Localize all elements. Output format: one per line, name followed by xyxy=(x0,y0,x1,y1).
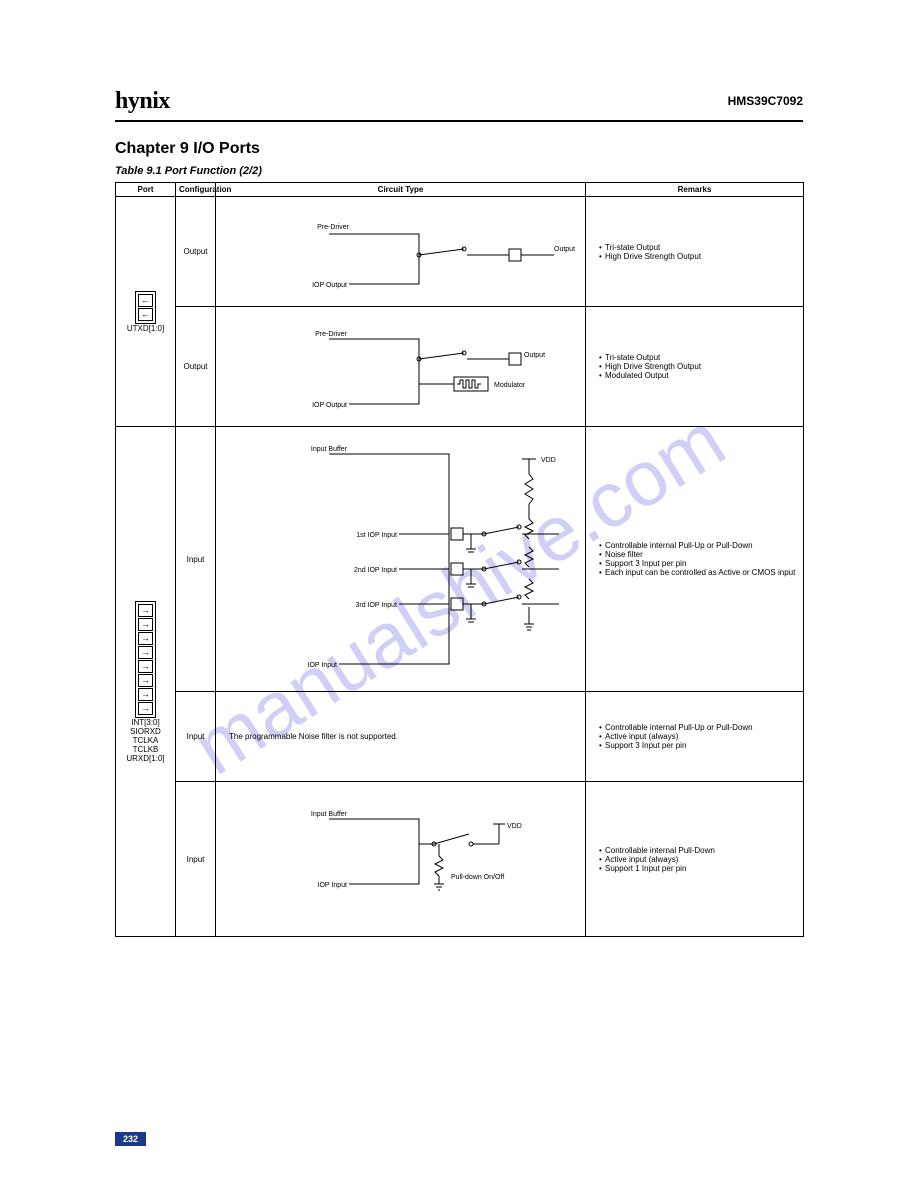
label: 2nd IOP Input xyxy=(354,567,397,574)
remark-item: Noise filter xyxy=(599,550,800,559)
remark-item: Support 3 Input per pin xyxy=(599,741,800,750)
remarks-cell: Controllable internal Pull-Down Active i… xyxy=(586,782,804,937)
port-label: TCLKB xyxy=(133,745,159,754)
circuit-single-output: Pre-Driver Output IOP Output xyxy=(219,199,579,304)
circuit-cell: Pre-Driver Output IOP Output Modulator xyxy=(216,307,586,427)
table-row: Input The programmable Noise filter is n… xyxy=(116,692,804,782)
col-remarks: Remarks xyxy=(586,183,804,197)
conf-cell: Input xyxy=(176,782,216,937)
label: Input Buffer xyxy=(311,446,348,453)
chapter-title: Chapter 9 I/O Ports xyxy=(115,140,260,158)
label: IOP Input xyxy=(308,662,338,669)
arrow-right-icon xyxy=(141,634,150,643)
port-cell: UTXD[1:0] xyxy=(116,197,176,427)
conf-cell: Input xyxy=(176,427,216,692)
circuit-cell: The programmable Noise filter is not sup… xyxy=(216,692,586,782)
header-rule xyxy=(115,120,803,122)
label: IOP Output xyxy=(312,402,347,409)
port-symbol-arrows-right xyxy=(135,601,156,718)
circuit-cell: Pre-Driver Output IOP Output xyxy=(216,197,586,307)
circuit-cell: Input Buffer IOP Input VDD Pull-down On/… xyxy=(216,782,586,937)
circuit-pulldown-input: Input Buffer IOP Input VDD Pull-down On/… xyxy=(219,784,579,934)
remark-item: Tri-state Output xyxy=(599,353,800,362)
conf-cell: Output xyxy=(176,307,216,427)
port-label: SIORXD xyxy=(130,727,161,736)
label: Input Buffer xyxy=(311,811,348,818)
remarks-cell: Tri-state Output High Drive Strength Out… xyxy=(586,197,804,307)
label: Pre-Driver xyxy=(315,331,348,338)
label: VDD xyxy=(541,457,556,464)
remark-item: Modulated Output xyxy=(599,371,800,380)
table-header-row: Port Configuration Circuit Type Remarks xyxy=(116,183,804,197)
arrow-right-icon xyxy=(141,662,150,671)
arrow-right-icon xyxy=(141,704,150,713)
remark-item: Support 3 Input per pin xyxy=(599,559,800,568)
col-port: Port xyxy=(116,183,176,197)
label: IOP Input xyxy=(318,882,348,889)
arrow-right-icon xyxy=(141,648,150,657)
conf-cell: Input xyxy=(176,692,216,782)
col-type: Circuit Type xyxy=(216,183,586,197)
label: VDD xyxy=(507,823,522,830)
port-cell: INT[3:0] SIORXD TCLKA TCLKB URXD[1:0] xyxy=(116,427,176,937)
arrow-right-icon xyxy=(141,620,150,629)
arrow-left-icon xyxy=(141,296,150,305)
col-conf: Configuration xyxy=(176,183,216,197)
label: Output xyxy=(554,246,575,253)
label: 1st IOP Input xyxy=(356,532,397,539)
table-subtitle: Table 9.1 Port Function (2/2) xyxy=(115,165,262,177)
remark-item: Controllable internal Pull-Up or Pull-Do… xyxy=(599,723,800,732)
circuit-triple-input: Input Buffer IOP Input VDD 1st IOP Input… xyxy=(219,429,579,689)
port-label: URXD[1:0] xyxy=(126,754,164,763)
remarks-cell: Controllable internal Pull-Up or Pull-Do… xyxy=(586,692,804,782)
port-symbol-arrows-left xyxy=(135,291,156,324)
port-function-table: Port Configuration Circuit Type Remarks … xyxy=(115,182,804,937)
label: Output xyxy=(524,352,545,359)
port-label: UTXD[1:0] xyxy=(127,324,164,333)
remark-item: Each input can be controlled as Active o… xyxy=(599,568,800,577)
conf-cell: Output xyxy=(176,197,216,307)
circuit-output-modulated: Pre-Driver Output IOP Output Modulator xyxy=(219,309,579,424)
label: Modulator xyxy=(494,382,526,389)
arrow-right-icon xyxy=(141,690,150,699)
remark-item: High Drive Strength Output xyxy=(599,252,800,261)
arrow-left-icon xyxy=(141,310,150,319)
port-label: TCLKA xyxy=(133,736,159,745)
footer-page-number: 232 xyxy=(115,1132,146,1146)
table-row: Output Pre-Driver xyxy=(116,307,804,427)
remarks-cell: Controllable internal Pull-Up or Pull-Do… xyxy=(586,427,804,692)
port-label: INT[3:0] xyxy=(131,718,159,727)
arrow-right-icon xyxy=(141,676,150,685)
table-row: Input xyxy=(116,782,804,937)
circuit-cell: Input Buffer IOP Input VDD 1st IOP Input… xyxy=(216,427,586,692)
circuit-text: The programmable Noise filter is not sup… xyxy=(219,702,582,771)
label: Pull-down On/Off xyxy=(451,874,504,881)
label: Pre-Driver xyxy=(317,224,350,231)
table-row: INT[3:0] SIORXD TCLKA TCLKB URXD[1:0] In… xyxy=(116,427,804,692)
remark-item: High Drive Strength Output xyxy=(599,362,800,371)
label: IOP Output xyxy=(312,282,347,289)
arrow-right-icon xyxy=(141,606,150,615)
product-code: HMS39C7092 xyxy=(728,94,803,108)
label: 3rd IOP Input xyxy=(355,602,397,609)
remark-item: Controllable internal Pull-Up or Pull-Do… xyxy=(599,541,800,550)
remarks-cell: Tri-state Output High Drive Strength Out… xyxy=(586,307,804,427)
table-row: UTXD[1:0] Output Pre-Driver xyxy=(116,197,804,307)
brand-logo: hynix xyxy=(115,88,170,115)
remark-item: Tri-state Output xyxy=(599,243,800,252)
remark-item: Active input (always) xyxy=(599,855,800,864)
remark-item: Controllable internal Pull-Down xyxy=(599,846,800,855)
remark-item: Support 1 Input per pin xyxy=(599,864,800,873)
remark-item: Active input (always) xyxy=(599,732,800,741)
